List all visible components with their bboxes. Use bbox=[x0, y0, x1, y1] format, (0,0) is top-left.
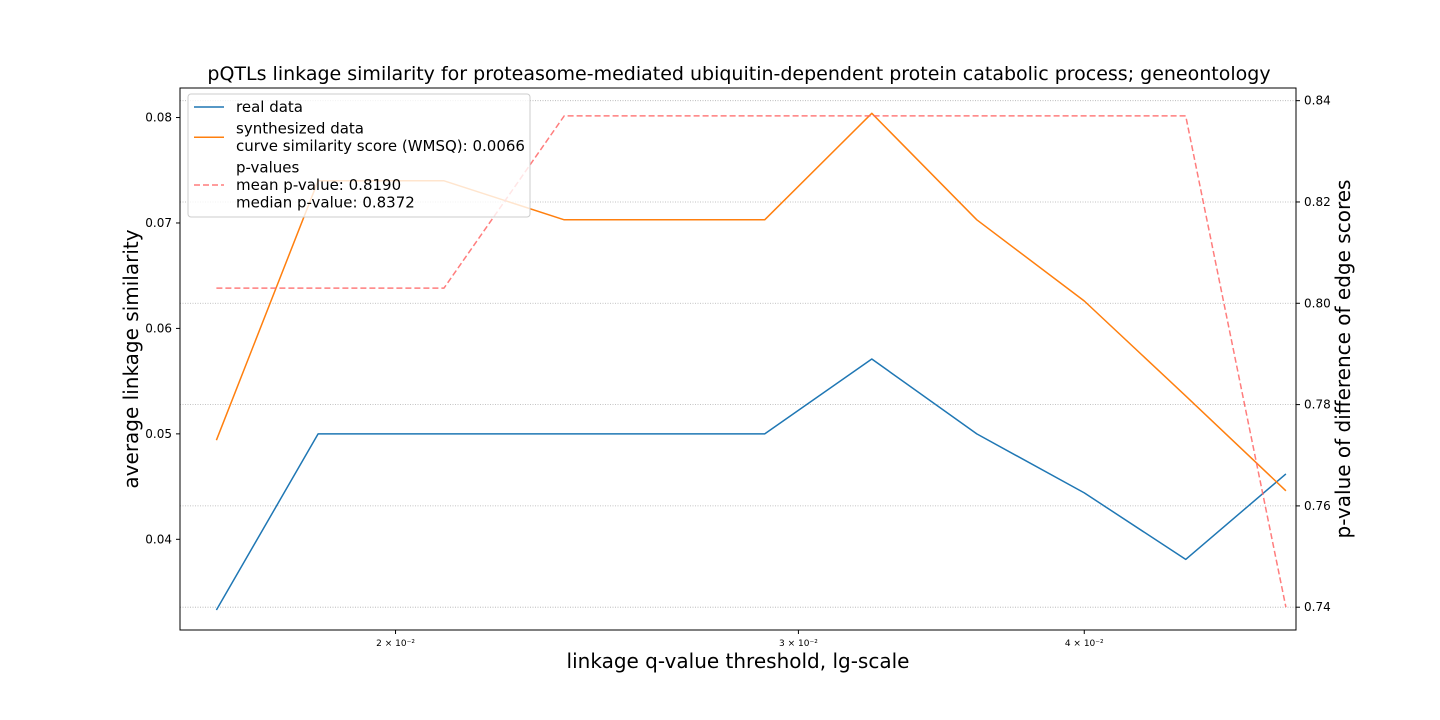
y-axis-title: average linkage similarity bbox=[119, 229, 143, 488]
y-tick-label: 0.04 bbox=[145, 532, 172, 546]
series-line-p-values bbox=[216, 115, 1287, 608]
y2-tick-label: 0.78 bbox=[1304, 398, 1331, 412]
legend-label: synthesized data bbox=[236, 120, 364, 138]
x-tick-label: 4 × 10⁻² bbox=[1065, 639, 1104, 649]
plot-frame bbox=[179, 87, 1297, 631]
y2-tick-label: 0.76 bbox=[1304, 499, 1331, 513]
x-axis-title: linkage q-value threshold, lg-scale bbox=[567, 649, 910, 673]
x-tick-label: 3 × 10⁻² bbox=[779, 639, 818, 649]
legend-label: curve similarity score (WMSQ): 0.0066 bbox=[236, 137, 525, 155]
legend-label: mean p-value: 0.8190 bbox=[236, 176, 401, 194]
y2-axis-title: p-value of difference of edge scores bbox=[1331, 180, 1355, 539]
y2-tick-label: 0.84 bbox=[1304, 94, 1331, 108]
y-tick-label: 0.07 bbox=[145, 216, 172, 230]
axis-layer: 0.04 0.05 0.06 0.07 0.08 0.74 0.76 0.78 0.80 0.82… bbox=[145, 94, 1330, 649]
y2-tick-label: 0.74 bbox=[1304, 600, 1331, 614]
legend-label: p-values bbox=[236, 159, 300, 177]
x-tick-label: 2 × 10⁻² bbox=[376, 639, 415, 649]
y-tick-label: 0.06 bbox=[145, 321, 172, 335]
y-tick-label: 0.08 bbox=[145, 111, 172, 125]
series-line-real-data bbox=[215, 358, 1287, 611]
legend-label: median p-value: 0.8372 bbox=[236, 194, 415, 212]
y2-tick-label: 0.82 bbox=[1304, 195, 1331, 209]
y-tick-label: 0.05 bbox=[145, 427, 172, 441]
legend-label: real data bbox=[236, 98, 303, 116]
y2-tick-label: 0.80 bbox=[1304, 296, 1331, 310]
chart-title: pQTLs linkage similarity for proteasome-… bbox=[207, 63, 1270, 85]
legend-box bbox=[187, 93, 531, 218]
grid-layer bbox=[180, 100, 1296, 608]
